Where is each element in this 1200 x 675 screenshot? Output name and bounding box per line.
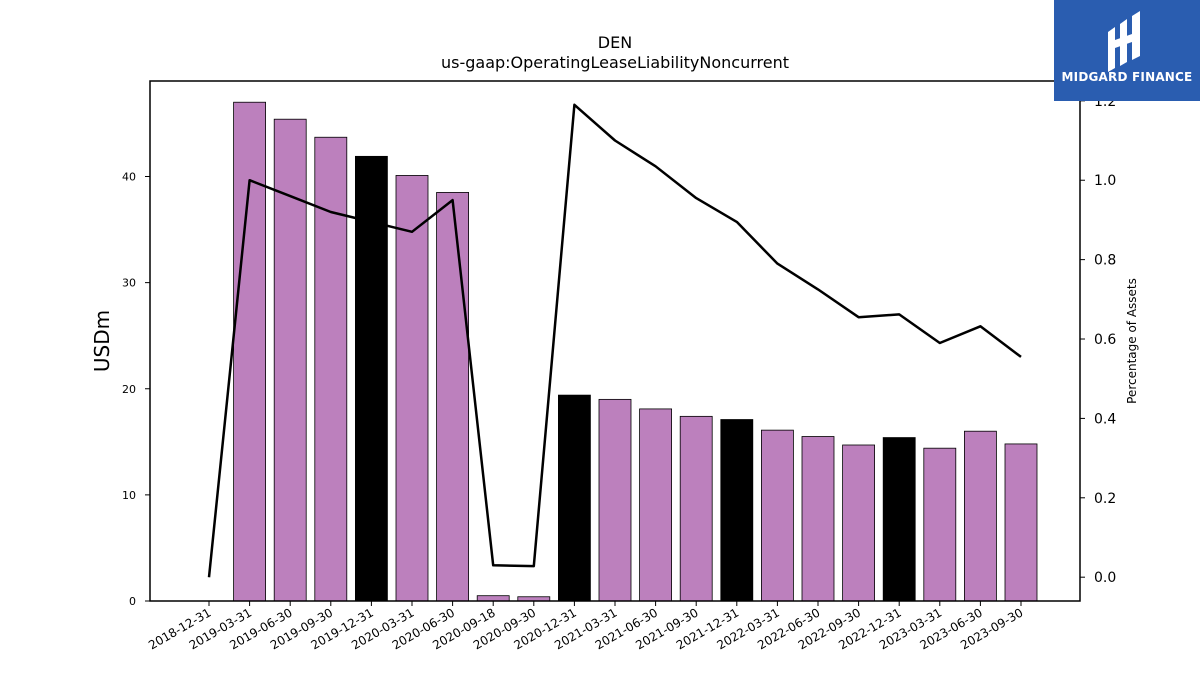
bar-2020-12-31 xyxy=(558,394,591,602)
line-series xyxy=(207,103,1022,578)
bar-2023-06-30 xyxy=(964,430,997,602)
y2-tick-label: 1.0 xyxy=(1094,173,1116,189)
bar-2020-03-31 xyxy=(395,175,429,602)
bar-2020-09-18 xyxy=(476,595,510,602)
y2-tick-label: 0.8 xyxy=(1094,253,1116,269)
y2-tick-label: 0.2 xyxy=(1094,491,1116,507)
y2-tick-label: 0.0 xyxy=(1094,570,1116,586)
brand-logo: MIDGARD FINANCE xyxy=(1054,0,1200,101)
y-tick-label: 30 xyxy=(122,277,136,290)
chart-subtitle: us-gaap:OperatingLeaseLiabilityNoncurren… xyxy=(441,53,789,72)
x-axis: 2018-12-312019-03-312019-06-302019-09-30… xyxy=(146,601,1026,652)
bar-2022-06-30 xyxy=(801,436,835,602)
y-axis-right: 0.00.20.40.60.81.01.2 xyxy=(1080,94,1116,586)
bar-2021-03-31 xyxy=(598,398,632,602)
bar-2021-12-31 xyxy=(720,419,754,602)
y-tick-label: 40 xyxy=(122,171,136,184)
y2-tick-label: 0.6 xyxy=(1094,332,1116,348)
y-tick-label: 10 xyxy=(122,489,136,502)
y2-axis-label: Percentage of Assets xyxy=(1125,278,1139,404)
bar-series xyxy=(233,101,1038,602)
y-tick-label: 20 xyxy=(122,383,136,396)
y-axis-left: 0 10 20 30 40 xyxy=(122,171,150,608)
y-axis-label: USDm xyxy=(90,310,114,372)
bar-2023-09-30 xyxy=(1004,443,1038,602)
y2-tick-label: 0.4 xyxy=(1094,411,1116,427)
midgard-logo-icon xyxy=(1108,11,1140,72)
brand-name: MIDGARD FINANCE xyxy=(1061,70,1193,84)
bar-2020-06-30 xyxy=(436,192,470,602)
bar-2022-12-31 xyxy=(882,437,916,602)
bar-2022-03-31 xyxy=(761,429,794,602)
bar-2019-03-31 xyxy=(233,101,267,602)
bar-2022-09-30 xyxy=(842,444,875,602)
pct-assets-line xyxy=(207,103,1022,578)
bar-2021-06-30 xyxy=(639,408,672,602)
y-tick-label: 0 xyxy=(129,595,136,608)
bar-2019-12-31 xyxy=(354,155,388,602)
bar-2023-03-31 xyxy=(923,447,957,602)
bar-2021-09-30 xyxy=(679,415,713,602)
chart-title: DEN xyxy=(598,33,632,52)
